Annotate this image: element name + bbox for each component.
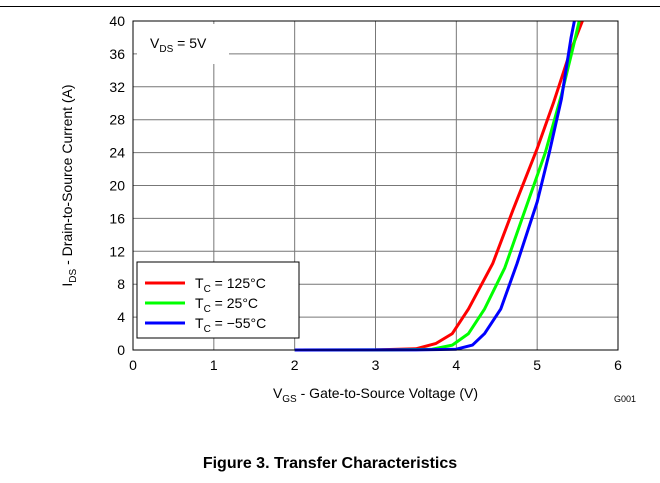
x-tick-label: 2 (291, 357, 299, 373)
y-tick-label: 4 (117, 309, 125, 325)
figure-caption: Figure 3. Transfer Characteristics (202, 455, 458, 472)
y-tick-label: 0 (117, 342, 125, 358)
x-tick-label: 1 (210, 357, 218, 373)
legend-box (136, 261, 300, 339)
y-tick-label: 16 (109, 210, 125, 226)
y-axis-ticks: 0 4 8 12 16 20 24 28 32 36 40 (109, 13, 125, 358)
y-tick-label: 24 (109, 145, 125, 161)
y-tick-label: 40 (109, 13, 125, 29)
y-tick-label: 12 (109, 243, 125, 259)
vds-annotation-bg (137, 24, 229, 64)
y-tick-label: 32 (109, 79, 125, 95)
y-tick-label: 36 (109, 46, 125, 62)
series-line-3 (294, 20, 576, 352)
vds-annotation: VDS = 5V (150, 35, 207, 55)
chart-series (294, 20, 584, 352)
figure-id: G001 (614, 394, 636, 404)
x-tick-label: 3 (372, 357, 380, 373)
legend-label-1: TC = 125°C (195, 275, 266, 295)
x-axis-ticks: 0 1 2 3 4 5 6 (129, 357, 622, 373)
legend-label-3: TC = −55°C (195, 315, 266, 335)
x-tick-label: 0 (129, 357, 137, 373)
plot-frame (132, 20, 619, 351)
top-rule (0, 6, 660, 7)
x-tick-label: 4 (452, 357, 460, 373)
x-tick-label: 5 (533, 357, 541, 373)
y-tick-label: 8 (117, 276, 125, 292)
y-axis-label: IDS - Drain-to-Source Current (A) (59, 84, 79, 286)
x-axis-label: VGS - Gate-to-Source Voltage (V) (273, 385, 478, 405)
y-tick-label: 20 (109, 178, 125, 194)
legend: TC = 125°CTC = 25°CTC = −55°C (136, 261, 300, 339)
x-tick-label: 6 (614, 357, 622, 373)
legend-label-2: TC = 25°C (195, 295, 258, 315)
y-tick-label: 28 (109, 112, 125, 128)
